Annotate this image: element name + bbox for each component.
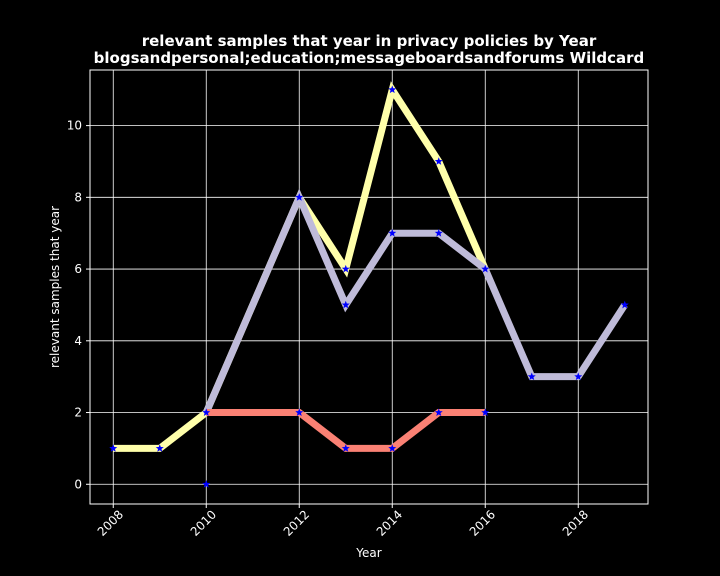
y-tick-label: 6 (74, 262, 82, 276)
x-tick-label: 2016 (467, 507, 498, 538)
series-line-1 (113, 81, 489, 452)
y-tick-label: 2 (74, 406, 82, 420)
data-point-marker (295, 408, 304, 416)
data-point-marker (341, 300, 350, 309)
data-point-marker (388, 229, 397, 237)
data-point-marker (341, 264, 350, 273)
y-tick-label: 4 (74, 334, 82, 348)
data-point-marker (109, 444, 118, 452)
chart-title-line-2: blogsandpersonal;education;messageboards… (94, 49, 645, 67)
data-point-marker (202, 480, 211, 488)
x-axis-label: Year (355, 546, 381, 560)
data-point-marker (434, 229, 443, 237)
series-line-3 (206, 409, 486, 452)
data-point-marker (295, 193, 304, 201)
data-point-marker (481, 408, 490, 416)
data-point-marker (388, 85, 397, 94)
x-tick-label: 2018 (560, 507, 591, 538)
grid (90, 70, 648, 504)
data-point-marker (620, 300, 629, 309)
y-axis-label: relevant samples that year (48, 206, 62, 368)
x-tick-label: 2008 (95, 507, 126, 538)
data-point-marker (527, 372, 536, 381)
data-point-marker (434, 408, 443, 416)
plot-frame (89, 69, 649, 505)
x-tick-label: 2012 (281, 507, 312, 538)
y-tick-label: 10 (67, 119, 82, 133)
chart-title-line-1: relevant samples that year in privacy po… (142, 32, 597, 50)
series-line-2 (203, 188, 628, 414)
data-point-marker (388, 444, 397, 452)
data-markers (109, 85, 629, 488)
y-tick-label: 0 (74, 477, 82, 491)
data-point-marker (341, 444, 350, 452)
data-point-marker (202, 408, 211, 416)
y-tick-label: 8 (74, 190, 82, 204)
data-point-marker (481, 264, 490, 273)
data-point-marker (574, 372, 583, 381)
x-tick-label: 2010 (188, 507, 219, 538)
data-point-marker (434, 157, 443, 165)
data-point-marker (155, 444, 164, 452)
x-tick-label: 2014 (374, 507, 405, 538)
